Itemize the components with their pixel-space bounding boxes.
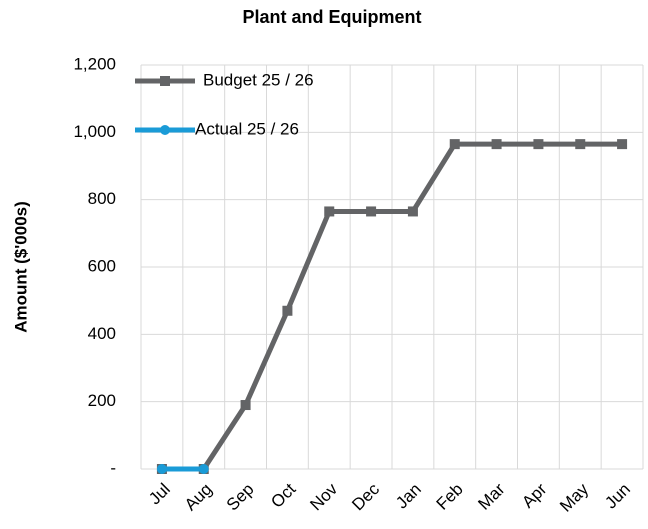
x-tick-label: Apr <box>518 479 550 511</box>
data-point <box>449 139 460 150</box>
y-tick-label: 400 <box>88 324 116 343</box>
legend-marker <box>160 125 170 135</box>
legend-label: Actual 25 / 26 <box>195 119 299 138</box>
data-point <box>240 400 251 411</box>
x-tick-label: Nov <box>306 479 341 514</box>
legend-label: Budget 25 / 26 <box>203 70 314 89</box>
y-tick-label: 200 <box>88 391 116 410</box>
data-point <box>156 464 167 474</box>
y-tick-label: 800 <box>88 189 116 208</box>
legend-marker <box>160 76 170 86</box>
data-point <box>533 139 544 150</box>
data-point <box>366 206 377 217</box>
x-tick-label: Jan <box>392 480 425 513</box>
x-tick-label: Sep <box>223 480 258 515</box>
x-tick-label: Aug <box>181 480 216 515</box>
x-tick-label: Jul <box>145 480 174 509</box>
y-tick-label: 600 <box>88 256 116 275</box>
data-point <box>491 139 502 150</box>
data-point <box>617 139 628 150</box>
x-tick-label: Jun <box>601 480 634 513</box>
series-line <box>161 141 623 472</box>
x-tick-label: Feb <box>433 480 467 514</box>
x-tick-label: Dec <box>348 479 383 514</box>
chart-title: Plant and Equipment <box>242 7 421 27</box>
y-tick-label: 1,200 <box>73 54 116 73</box>
data-point <box>282 305 293 316</box>
x-tick-label: Oct <box>267 479 299 511</box>
y-tick-label: - <box>110 458 116 477</box>
x-tick-label: May <box>556 479 592 515</box>
y-tick-label: 1,000 <box>73 122 116 141</box>
data-point <box>407 206 418 217</box>
data-point <box>324 206 335 217</box>
data-point <box>198 464 209 474</box>
y-axis-label: Amount ($'000s) <box>11 201 30 333</box>
data-point <box>575 139 586 150</box>
x-tick-label: Mar <box>474 479 508 513</box>
